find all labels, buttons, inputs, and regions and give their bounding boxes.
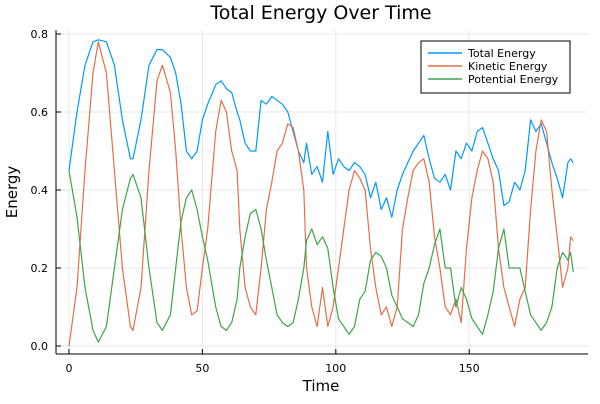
potential-energy-line	[68, 170, 574, 343]
legend-label-potential-energy: Potential Energy	[468, 73, 559, 86]
y-tick-label: 0.2	[31, 262, 49, 275]
y-tick-label: 0.0	[31, 340, 49, 353]
x-tick-label: 50	[195, 362, 209, 375]
x-tick-label: 0	[66, 362, 73, 375]
y-tick-label: 0.4	[31, 184, 49, 197]
x-axis-label: Time	[302, 377, 340, 395]
x-tick-label: 150	[459, 362, 480, 375]
chart-title: Total Energy Over Time	[209, 2, 431, 24]
series-lines	[68, 39, 574, 347]
legend-box	[420, 40, 571, 94]
y-tick-label: 0.6	[31, 106, 49, 119]
ticks: 0 50 100 150 0.0 0.2 0.4 0.6 0.8	[31, 28, 480, 375]
grid	[56, 30, 588, 354]
y-tick-label: 0.8	[31, 28, 49, 41]
total-energy-line	[68, 39, 574, 218]
kinetic-energy-line	[68, 41, 574, 347]
y-axis-label: Energy	[3, 166, 21, 219]
x-tick-label: 100	[325, 362, 346, 375]
legend-label-kinetic-energy: Kinetic Energy	[468, 60, 548, 73]
legend-label-total-energy: Total Energy	[467, 47, 536, 60]
